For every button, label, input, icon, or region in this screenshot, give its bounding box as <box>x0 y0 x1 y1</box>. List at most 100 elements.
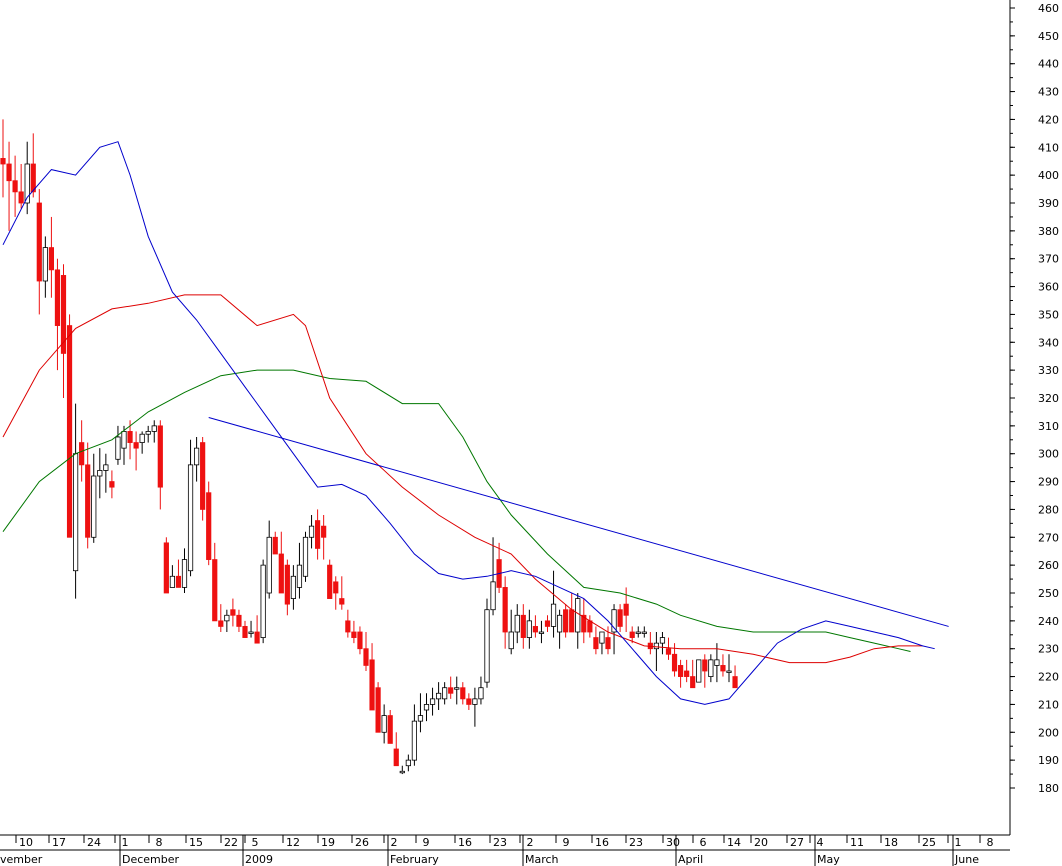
candle <box>581 598 587 644</box>
candle-body <box>12 180 18 193</box>
candle <box>435 682 442 710</box>
candle <box>550 570 557 638</box>
candle-body <box>0 158 6 165</box>
y-tick-label: 430 <box>1038 86 1059 99</box>
candle-body <box>181 559 188 588</box>
candle <box>175 559 182 588</box>
candle <box>381 704 387 744</box>
y-tick-label: 390 <box>1038 197 1059 210</box>
candle-body <box>339 598 345 605</box>
candle <box>0 119 6 198</box>
candle-body <box>502 587 508 633</box>
y-tick-label: 270 <box>1038 531 1059 544</box>
candle-body <box>6 163 12 182</box>
x-tick-label: 2 <box>527 836 534 849</box>
candle <box>508 609 514 655</box>
x-tick-label: 30 <box>666 836 680 849</box>
candle-body <box>508 631 514 650</box>
candle-body <box>157 425 163 488</box>
plot-area <box>0 0 1010 835</box>
y-tick-label: 440 <box>1038 58 1059 71</box>
candle <box>714 643 720 683</box>
candle <box>121 425 127 465</box>
candle-body <box>175 575 182 588</box>
x-tick-label: 17 <box>52 836 66 849</box>
candle <box>48 216 55 298</box>
candle <box>115 425 121 465</box>
candle-body <box>42 247 48 282</box>
y-tick-label: 300 <box>1038 448 1059 461</box>
candle-body <box>563 609 569 633</box>
candle <box>151 420 157 443</box>
x-axis: 10 17 24 1 8 15 22 5 12 19 26 2 9 16 23 2 9 16 23 30 6 14 20 27… <box>0 835 994 866</box>
candle <box>544 615 551 632</box>
candle <box>599 631 605 655</box>
candle <box>284 559 290 616</box>
candle-body <box>363 648 369 666</box>
candle <box>266 520 272 599</box>
candle-body <box>163 542 169 594</box>
y-tick-label: 410 <box>1038 141 1059 154</box>
candle <box>702 654 708 688</box>
x-tick-label: 1 <box>955 836 962 849</box>
candle-body <box>121 431 127 449</box>
candle <box>18 164 24 209</box>
y-tick-label: 310 <box>1038 420 1059 433</box>
candle <box>327 559 333 599</box>
period-label: April <box>678 853 703 866</box>
candle <box>665 637 672 660</box>
candle-body <box>351 631 357 638</box>
candle-body <box>587 620 593 633</box>
y-tick-label: 360 <box>1038 281 1059 294</box>
candle-body <box>169 575 175 588</box>
candle-body <box>85 464 91 538</box>
candle-body <box>321 525 327 538</box>
candle <box>454 676 460 705</box>
candle-body <box>218 620 224 627</box>
period-label: vember <box>0 853 43 866</box>
candle <box>308 515 315 549</box>
candle-body <box>641 631 647 634</box>
candle-body <box>442 687 448 700</box>
y-tick-label: 340 <box>1038 336 1059 349</box>
candle-body <box>387 715 393 744</box>
candle-body <box>550 603 557 627</box>
candle-body <box>206 492 212 560</box>
candle-body <box>345 620 351 633</box>
candle-body <box>314 520 321 549</box>
candle-body <box>611 609 617 633</box>
blue-moving-average-line <box>2 141 935 705</box>
candle-body <box>302 536 309 577</box>
candle-body <box>714 659 720 666</box>
candle <box>36 189 42 315</box>
candle <box>157 420 163 510</box>
y-tick-label: 240 <box>1038 615 1059 628</box>
candle <box>532 615 539 638</box>
candle-body <box>671 653 678 672</box>
candle-body <box>732 676 738 689</box>
candle-body <box>357 631 363 650</box>
candle-body <box>66 325 73 538</box>
x-tick-label: 22 <box>224 836 238 849</box>
candle <box>635 626 641 638</box>
candle-body <box>24 163 30 204</box>
y-axis: 180 190 200 210 220 230 240 250 260 270 280 290 300 3… <box>1010 2 1059 795</box>
candle-body <box>133 442 139 449</box>
candle-body <box>115 436 121 460</box>
candle-body <box>127 431 133 443</box>
y-tick-label: 250 <box>1038 587 1059 600</box>
y-tick-label: 350 <box>1038 308 1059 321</box>
candle <box>260 559 266 644</box>
candle <box>605 626 611 655</box>
candle-body <box>290 575 297 599</box>
candle-body <box>557 614 563 633</box>
candle <box>60 264 67 398</box>
candle-body <box>242 626 248 638</box>
candle-body <box>690 676 696 689</box>
candle <box>520 604 526 649</box>
candle <box>127 420 133 460</box>
candle-body <box>60 275 67 354</box>
candle-body <box>139 433 145 443</box>
candle-body <box>696 659 702 683</box>
x-tick-label: 14 <box>727 836 741 849</box>
